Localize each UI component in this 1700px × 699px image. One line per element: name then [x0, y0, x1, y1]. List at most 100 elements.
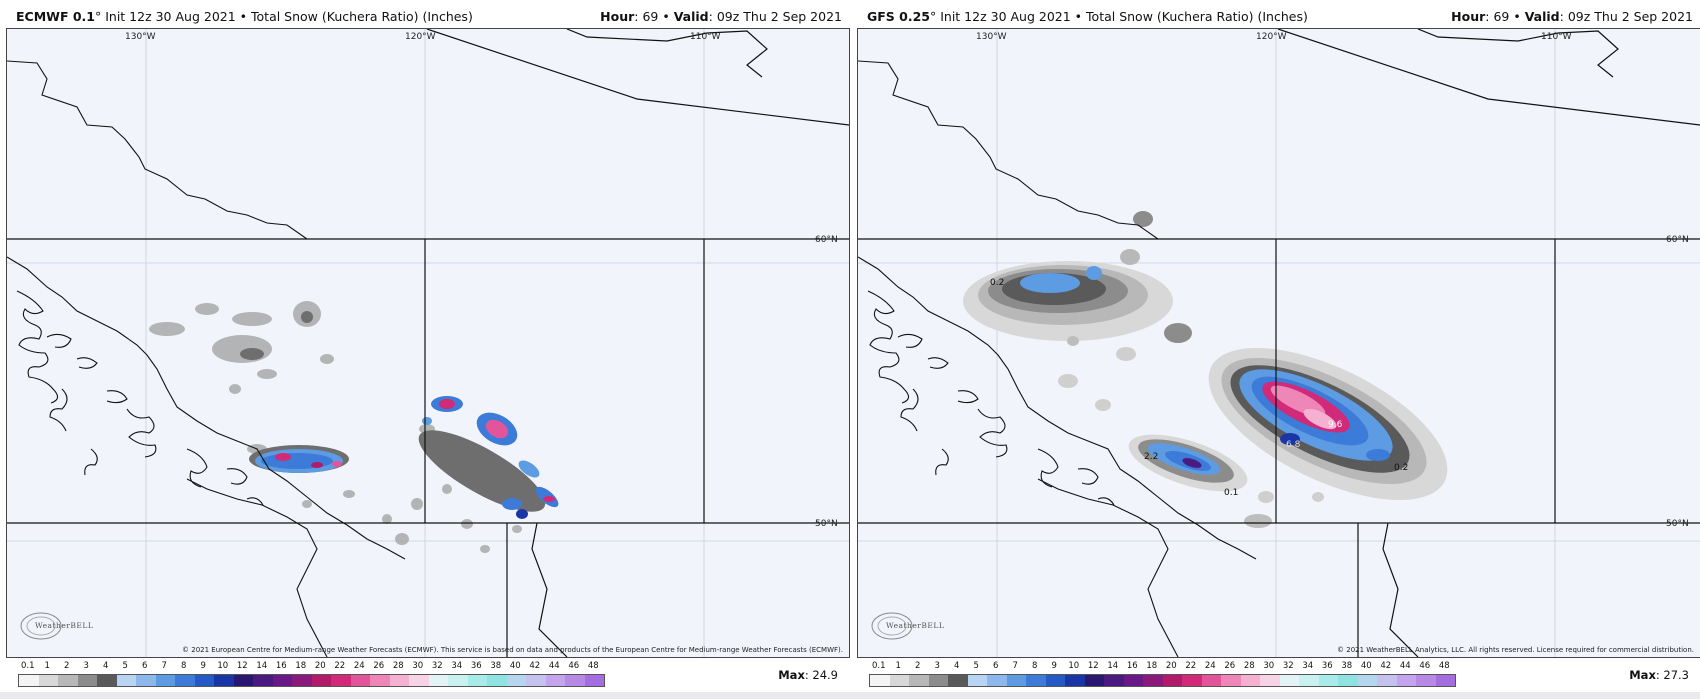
graticule [7, 29, 849, 657]
legend-swatch [58, 675, 78, 686]
legend-swatch [97, 675, 117, 686]
legend-swatch [1143, 675, 1163, 686]
legend-swatch [1221, 675, 1241, 686]
legend-swatch [1240, 675, 1260, 686]
legend-label: 2 [915, 661, 921, 671]
legend-label: 16 [1126, 661, 1138, 671]
title-separator: • [1070, 9, 1087, 24]
legend-swatch [967, 675, 987, 686]
legend-label: 20 [1165, 661, 1177, 671]
panel-title: ECMWF 0.1° Init 12z 30 Aug 2021 • Total … [16, 9, 473, 24]
legend-swatch [1006, 675, 1026, 686]
legend-swatch [448, 675, 468, 686]
legend-label: 22 [334, 661, 346, 671]
legend-swatch [545, 675, 565, 686]
legend-label: 9 [1051, 661, 1057, 671]
max-number: : 27.3 [1655, 668, 1689, 682]
legend-swatch [272, 675, 292, 686]
legend-swatch [194, 675, 214, 686]
valid-value: : 09z Thu 2 Sep 2021 [1559, 9, 1693, 24]
legend-colorbar [869, 674, 1456, 687]
legend-label: 7 [161, 661, 167, 671]
legend-label: 12 [236, 661, 248, 671]
legend-swatch [1279, 675, 1299, 686]
legend-swatch [928, 675, 948, 686]
contour-label: 0.2 [1394, 463, 1408, 473]
coastline [7, 60, 406, 657]
legend-swatch [136, 675, 156, 686]
legend-swatch [870, 675, 890, 686]
border-lines [7, 29, 849, 657]
panel-title-bar: GFS 0.25° Init 12z 30 Aug 2021 • Total S… [857, 0, 1700, 28]
legend-label: 30 [412, 661, 424, 671]
lon-label-110w: 110°W [1541, 32, 1572, 42]
logo-swirl-icon [871, 612, 913, 640]
legend-label: 28 [392, 661, 404, 671]
legend-swatch [1182, 675, 1202, 686]
legend-swatch [1104, 675, 1124, 686]
legend-label: 26 [1224, 661, 1236, 671]
legend-label: 24 [1204, 661, 1216, 671]
max-value: Max: 27.3 [1629, 668, 1689, 682]
legend-swatch [1435, 675, 1455, 686]
legend-label: 24 [353, 661, 365, 671]
legend-label: 4 [954, 661, 960, 671]
legend-swatch [506, 675, 526, 686]
contour-label: 0.1 [1224, 488, 1238, 498]
legend-label: 32 [1282, 661, 1294, 671]
legend-swatch [467, 675, 487, 686]
logo-swirl-icon [20, 612, 62, 640]
legend-label: 12 [1087, 661, 1099, 671]
legend-swatch [1260, 675, 1280, 686]
legend-label: 48 [1438, 661, 1450, 671]
legend-label: 5 [973, 661, 979, 671]
map-canvas [7, 29, 849, 657]
legend-swatch [1065, 675, 1085, 686]
legend-swatch [526, 675, 546, 686]
legend-swatch [389, 675, 409, 686]
snow-map[interactable]: 130°W 120°W 110°W 60°N 50°N WeatherBELL … [6, 28, 850, 658]
legend-swatch [987, 675, 1007, 686]
lon-label-110w: 110°W [690, 32, 721, 42]
legend-label: 18 [1146, 661, 1158, 671]
legend-label: 14 [1107, 661, 1119, 671]
border-lines [858, 29, 1700, 657]
snow-map[interactable]: 0.2 9.6 0.2 2.2 0.1 6.8 130°W 120°W 110°… [857, 28, 1700, 658]
model-name: ECMWF 0.1 [16, 9, 95, 24]
legend-swatch [233, 675, 253, 686]
legend-swatch [1416, 675, 1436, 686]
panel-valid-time: Hour: 69 • Valid: 09z Thu 2 Sep 2021 [600, 9, 842, 24]
max-number: : 24.9 [804, 668, 838, 682]
legend-swatch [428, 675, 448, 686]
ecmwf-panel: ECMWF 0.1° Init 12z 30 Aug 2021 • Total … [6, 0, 850, 699]
valid-label: Valid [673, 9, 709, 24]
legend-label: 48 [587, 661, 599, 671]
panel-title-bar: ECMWF 0.1° Init 12z 30 Aug 2021 • Total … [6, 0, 850, 28]
product-name: Total Snow (Kuchera Ratio) (Inches) [1086, 9, 1308, 24]
snowfall-shading [149, 301, 559, 553]
legend-label: 4 [103, 661, 109, 671]
legend-label: 38 [490, 661, 502, 671]
legend-label: 22 [1185, 661, 1197, 671]
legend-label: 18 [295, 661, 307, 671]
legend-label: 42 [529, 661, 541, 671]
hour-label: Hour [1451, 9, 1486, 24]
legend-label: 10 [1068, 661, 1080, 671]
max-label: Max [778, 668, 805, 682]
legend-swatch [350, 675, 370, 686]
legend-swatch [1318, 675, 1338, 686]
color-legend: 0.1 1 2 3 4 5 6 7 8 9 10 12 14 16 18 20 22 24 26 28 30 32 34 36… [869, 661, 1459, 691]
legend-label: 30 [1263, 661, 1275, 671]
legend-swatch [38, 675, 58, 686]
model-name: GFS 0.25 [867, 9, 930, 24]
lon-label-130w: 130°W [125, 32, 156, 42]
legend-label: 46 [568, 661, 580, 671]
legend-label: 40 [509, 661, 521, 671]
lon-label-120w: 120°W [1256, 32, 1287, 42]
legend-swatch [155, 675, 175, 686]
valid-value: : 09z Thu 2 Sep 2021 [708, 9, 842, 24]
legend-label: 26 [373, 661, 385, 671]
legend-swatch [1123, 675, 1143, 686]
legend-swatch [1299, 675, 1319, 686]
lat-label-60n: 60°N [815, 235, 838, 245]
